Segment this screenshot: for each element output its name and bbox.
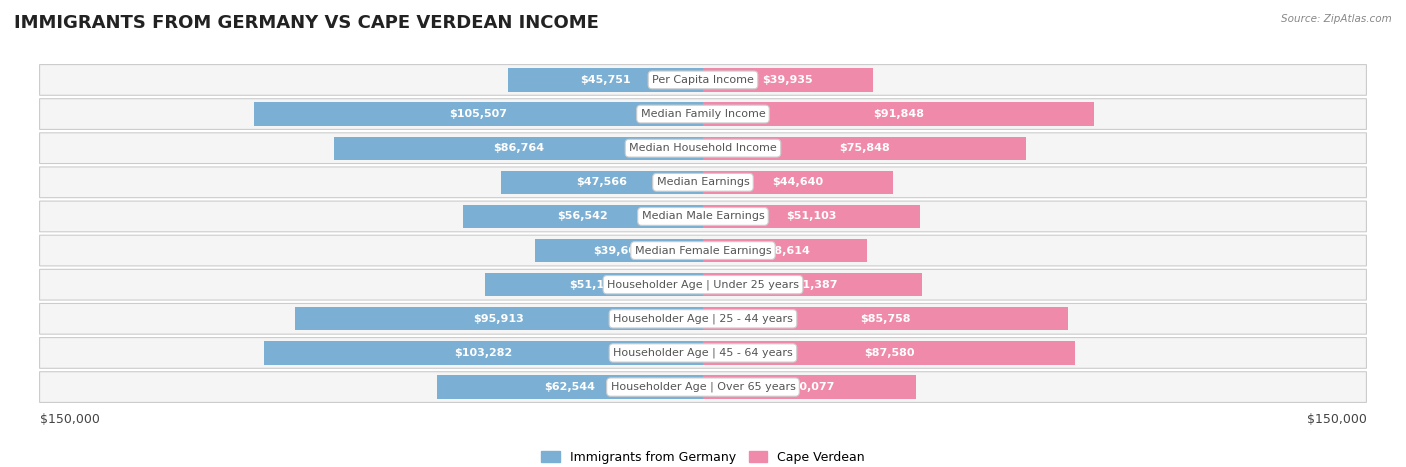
Bar — [703, 68, 873, 92]
Text: Householder Age | Under 25 years: Householder Age | Under 25 years — [607, 279, 799, 290]
Bar — [254, 102, 703, 126]
Text: Householder Age | 25 - 44 years: Householder Age | 25 - 44 years — [613, 313, 793, 324]
FancyBboxPatch shape — [39, 201, 1367, 232]
Bar — [534, 239, 703, 262]
Text: Householder Age | 45 - 64 years: Householder Age | 45 - 64 years — [613, 348, 793, 358]
Text: $95,913: $95,913 — [474, 314, 524, 324]
Text: $51,103: $51,103 — [786, 212, 837, 221]
Text: $75,848: $75,848 — [839, 143, 890, 153]
Text: $91,848: $91,848 — [873, 109, 924, 119]
Bar — [703, 307, 1067, 331]
Text: $62,544: $62,544 — [544, 382, 596, 392]
Text: Median Female Earnings: Median Female Earnings — [634, 246, 772, 255]
FancyBboxPatch shape — [39, 99, 1367, 129]
Text: Median Earnings: Median Earnings — [657, 177, 749, 187]
FancyBboxPatch shape — [39, 235, 1367, 266]
Text: $39,603: $39,603 — [593, 246, 644, 255]
Text: $45,751: $45,751 — [581, 75, 631, 85]
Text: Median Household Income: Median Household Income — [628, 143, 778, 153]
FancyBboxPatch shape — [39, 372, 1367, 403]
Bar — [703, 375, 915, 399]
Text: Median Male Earnings: Median Male Earnings — [641, 212, 765, 221]
Bar — [703, 273, 921, 296]
Text: $44,640: $44,640 — [772, 177, 824, 187]
FancyBboxPatch shape — [39, 269, 1367, 300]
Text: $51,387: $51,387 — [787, 280, 838, 290]
Text: $51,190: $51,190 — [569, 280, 620, 290]
Bar — [463, 205, 703, 228]
Bar — [485, 273, 703, 296]
Legend: Immigrants from Germany, Cape Verdean: Immigrants from Germany, Cape Verdean — [536, 446, 870, 467]
Bar — [703, 341, 1076, 365]
Bar — [703, 239, 868, 262]
Text: $150,000: $150,000 — [39, 413, 100, 425]
FancyBboxPatch shape — [39, 304, 1367, 334]
Bar — [703, 171, 893, 194]
Bar — [703, 205, 921, 228]
Bar — [703, 136, 1025, 160]
Bar — [501, 171, 703, 194]
Text: $105,507: $105,507 — [450, 109, 508, 119]
Text: $47,566: $47,566 — [576, 177, 627, 187]
FancyBboxPatch shape — [39, 133, 1367, 163]
FancyBboxPatch shape — [39, 338, 1367, 368]
Bar — [335, 136, 703, 160]
Bar — [509, 68, 703, 92]
Bar — [295, 307, 703, 331]
Text: Householder Age | Over 65 years: Householder Age | Over 65 years — [610, 382, 796, 392]
Text: Source: ZipAtlas.com: Source: ZipAtlas.com — [1281, 14, 1392, 24]
Bar — [437, 375, 703, 399]
FancyBboxPatch shape — [39, 64, 1367, 95]
Text: $50,077: $50,077 — [785, 382, 835, 392]
Bar — [703, 102, 1094, 126]
FancyBboxPatch shape — [39, 167, 1367, 198]
Text: $87,580: $87,580 — [863, 348, 914, 358]
Bar — [264, 341, 703, 365]
Text: Per Capita Income: Per Capita Income — [652, 75, 754, 85]
Text: $103,282: $103,282 — [454, 348, 513, 358]
Text: $56,542: $56,542 — [557, 212, 609, 221]
Text: IMMIGRANTS FROM GERMANY VS CAPE VERDEAN INCOME: IMMIGRANTS FROM GERMANY VS CAPE VERDEAN … — [14, 14, 599, 32]
Text: $39,935: $39,935 — [762, 75, 813, 85]
Text: $38,614: $38,614 — [759, 246, 810, 255]
Text: Median Family Income: Median Family Income — [641, 109, 765, 119]
Text: $85,758: $85,758 — [860, 314, 911, 324]
Text: $86,764: $86,764 — [494, 143, 544, 153]
Text: $150,000: $150,000 — [1306, 413, 1367, 425]
